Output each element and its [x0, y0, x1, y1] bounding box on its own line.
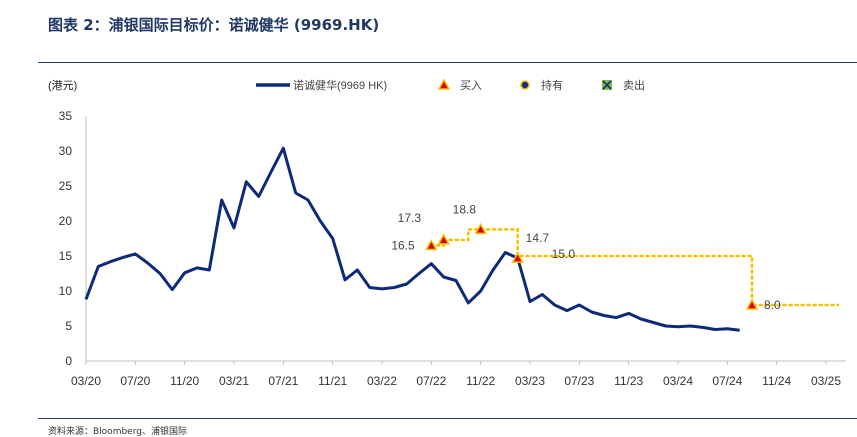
title-rule — [38, 62, 857, 63]
target-price-line — [429, 228, 840, 307]
legend-label: 持有 — [541, 78, 563, 92]
x-tick-label: 03/23 — [515, 374, 545, 388]
legend-item-hold: 持有 — [520, 78, 563, 92]
buy-marker — [474, 222, 487, 235]
target-layer — [429, 228, 840, 307]
target-price-label: 14.7 — [526, 231, 550, 245]
y-tick-label: 20 — [59, 214, 73, 228]
x-tick-label: 11/21 — [318, 374, 347, 388]
buy-marker — [425, 238, 438, 251]
buy-marker — [745, 298, 759, 310]
x-tick-label: 11/20 — [170, 374, 199, 388]
buy-marker — [437, 78, 451, 90]
x-tick-label: 07/22 — [416, 374, 446, 388]
sell-marker-cross — [602, 80, 612, 90]
y-tick-label: 35 — [59, 109, 73, 123]
x-tick-label: 03/24 — [663, 374, 693, 388]
rating-point: 17.3 — [398, 211, 450, 245]
legend-item-sell: 卖出 — [602, 78, 645, 92]
hold-marker — [520, 80, 530, 90]
x-tick-label: 11/24 — [762, 374, 791, 388]
footer-rule — [38, 418, 857, 419]
rating-point: 16.5 — [391, 238, 438, 253]
buy-marker — [511, 251, 524, 263]
x-tick-label: 03/21 — [219, 374, 249, 388]
rating-point: 15.0 — [552, 247, 576, 261]
source-note: 资料来源：Bloomberg、浦银国际 — [48, 427, 187, 437]
y-tick-label: 10 — [59, 284, 73, 298]
series-layer — [84, 146, 740, 332]
x-tick-label: 07/20 — [120, 374, 150, 388]
rating-point: 18.8 — [453, 202, 487, 235]
price-series-line — [84, 146, 740, 332]
legend-label: 卖出 — [623, 78, 645, 92]
target-price-label: 17.3 — [398, 211, 422, 225]
y-axis-label: (港元) — [48, 79, 77, 92]
x-tick-label: 07/21 — [268, 374, 298, 388]
x-tick-label: 03/20 — [71, 374, 101, 388]
target-price-label: 8.0 — [764, 298, 781, 312]
chart-title: 图表 2：浦银国际目标价：诺诚健华 (9969.HK) — [48, 16, 380, 34]
x-tick-label: 11/23 — [614, 374, 643, 388]
target-price-label: 18.8 — [453, 202, 477, 216]
target-price-label: 15.0 — [552, 247, 576, 261]
x-tick-label: 03/25 — [811, 374, 841, 388]
rating-point: 14.7 — [511, 231, 550, 263]
y-tick-label: 5 — [65, 319, 72, 333]
marker-layer: 16.5 17.3 18.8 14.715.0 8.0 — [391, 202, 781, 312]
x-tick-label: 03/22 — [367, 374, 397, 388]
x-tick-label: 07/24 — [712, 374, 742, 388]
legend-label: 买入 — [460, 79, 482, 92]
y-tick-label: 15 — [59, 249, 73, 263]
rating-point: 8.0 — [745, 298, 781, 312]
legend-item-line: 诺诚健华(9969 HK) — [256, 78, 387, 92]
legend-label: 诺诚健华(9969 HK) — [293, 78, 387, 92]
legend: 诺诚健华(9969 HK) 买入 持有 卖出 — [256, 78, 645, 92]
axes: (港元) 0 5 10 15 20 25 30 35 03/20 07/20 11/20 03/21 07… — [48, 79, 846, 388]
x-tick-label: 07/23 — [564, 374, 594, 388]
y-tick-label: 0 — [65, 354, 72, 368]
legend-item-buy: 买入 — [437, 78, 482, 92]
target-price-label: 16.5 — [391, 239, 415, 253]
y-tick-label: 30 — [59, 144, 73, 158]
y-tick-label: 25 — [59, 179, 73, 193]
buy-marker — [437, 233, 450, 245]
x-tick-label: 11/22 — [466, 374, 495, 388]
